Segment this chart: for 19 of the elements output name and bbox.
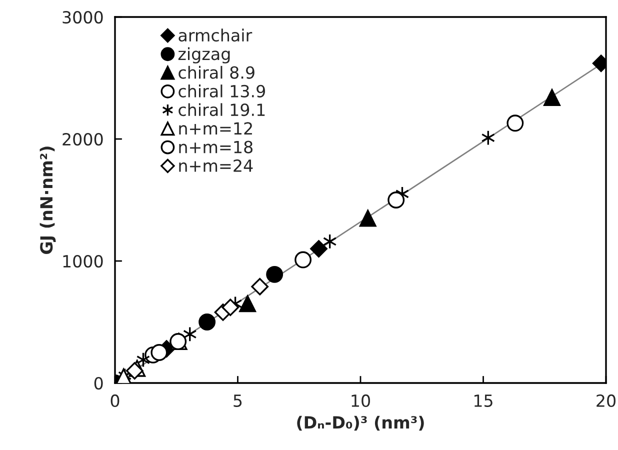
y-tick-label: 0 [94,376,103,390]
x-tick-label: 5 [234,394,242,408]
x-tick-label: 20 [596,394,616,408]
legend-label: armchair [178,28,252,42]
x-tick-label: 10 [352,394,370,408]
y-tick-label: 3000 [62,10,103,24]
x-tick-label: 0 [110,394,120,408]
x-axis-title: (Dₙ-D₀)³ (nm³) [297,416,424,431]
legend-label: chiral 8.9 [178,66,254,79]
legend-label: chiral 19.1 [178,103,265,116]
legend-label: chiral 13.9 [178,84,265,98]
legend-label: n+m=24 [179,159,253,172]
y-tick-label: 2000 [62,132,103,146]
legend-label: n+m=12 [179,122,252,134]
y-tick-label: 1000 [63,254,103,268]
y-axis-title: GJ (nN·nm²) [40,146,56,254]
x-tick-label: 15 [474,394,492,408]
legend-label: n+m=18 [179,140,252,154]
legend-label: zigzag [178,47,230,64]
